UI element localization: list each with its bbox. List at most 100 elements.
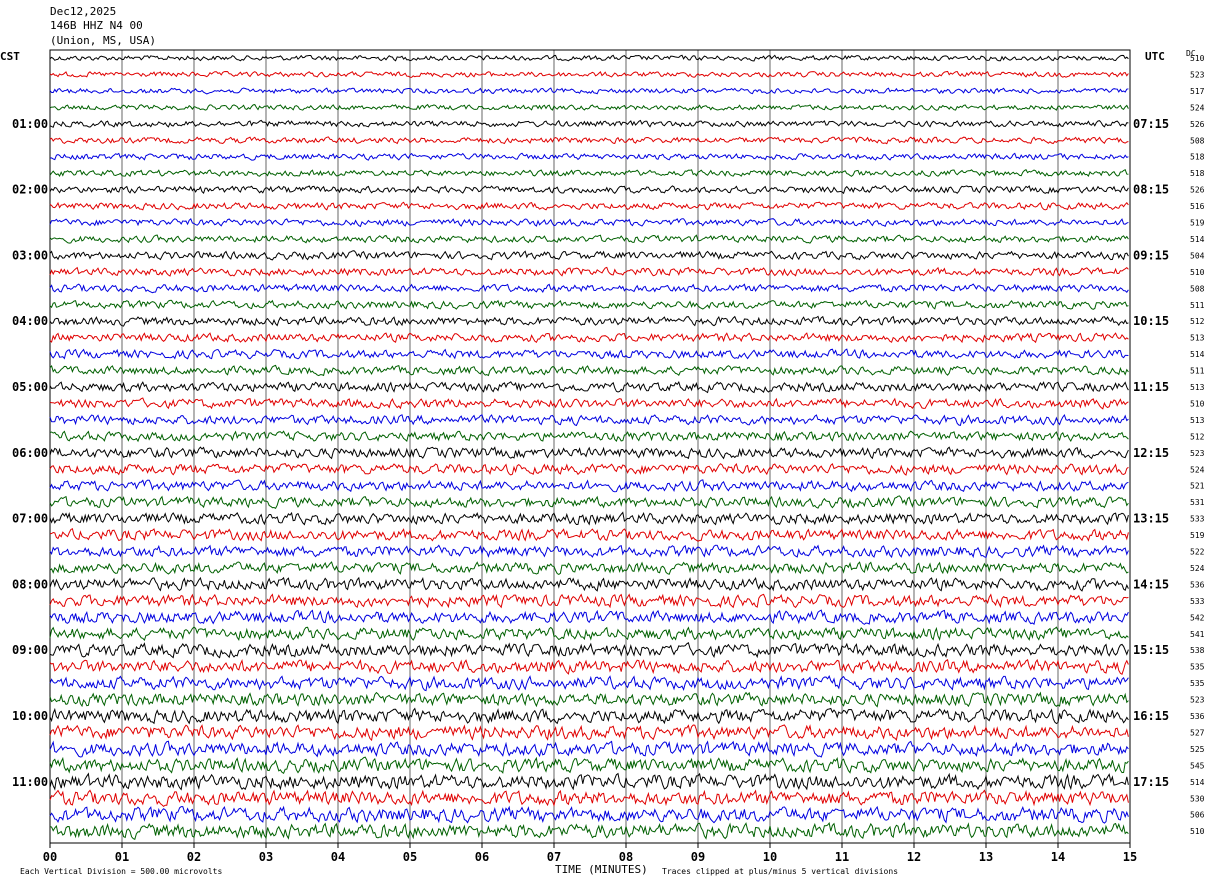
trace-row [49,527,1129,542]
trace-row [49,561,1129,575]
dc-offset-label: 535 [1190,663,1205,672]
cst-hour-label: 08:00 [12,577,48,591]
trace-row [49,756,1129,775]
vertical-division-note: Each Vertical Division = 500.00 microvol… [20,867,223,876]
trace-row [49,119,1129,128]
trace-row [49,609,1129,626]
dc-offset-label: 516 [1190,202,1205,211]
dc-offset-label: 510 [1190,268,1205,277]
utc-hour-label: 08:15 [1133,183,1169,197]
dc-offset-label: 533 [1190,597,1205,606]
cst-hour-label: 01:00 [12,117,48,131]
dc-offset-label: 519 [1190,531,1205,540]
trace-row [49,87,1129,95]
x-tick-label: 09 [691,850,705,864]
dc-offset-label: 510 [1190,54,1205,63]
utc-hour-label: 09:15 [1133,248,1169,262]
right-zone-label: UTC [1145,50,1165,63]
trace-row [49,54,1129,62]
x-tick-label: 01 [115,850,129,864]
trace-row [49,658,1129,676]
cst-hour-label: 06:00 [12,446,48,460]
trace-row [49,364,1129,377]
x-tick-label: 10 [763,850,777,864]
dc-offset-label: 519 [1190,219,1205,228]
dc-offset-label: 541 [1190,630,1205,639]
cst-hour-label: 09:00 [12,643,48,657]
trace-row [49,511,1129,526]
trace-row [49,626,1129,642]
cst-hour-label: 11:00 [12,775,48,789]
utc-hour-label: 14:15 [1133,577,1169,591]
dc-offset-label: 525 [1190,745,1205,754]
dc-offset-label: 508 [1190,284,1205,293]
trace-row [49,103,1129,111]
utc-hour-label: 16:15 [1133,709,1169,723]
trace-row [49,234,1129,244]
utc-hour-label: 07:15 [1133,117,1169,131]
dc-offset-label: 513 [1190,416,1205,425]
trace-row [49,380,1129,394]
x-tick-label: 08 [619,850,633,864]
dc-offset-label: 514 [1190,350,1205,359]
dc-offset-label: 530 [1190,794,1205,803]
dc-offset-label: 513 [1190,383,1205,392]
header-station: 146B HHZ N4 00 [50,19,143,32]
trace-row [49,413,1129,427]
trace-row [49,283,1129,294]
dc-offset-label: 531 [1190,498,1205,507]
dc-offset-label: 536 [1190,580,1205,589]
utc-hour-label: 17:15 [1133,775,1169,789]
cst-hour-label: 07:00 [12,512,48,526]
dc-offset-label: 522 [1190,548,1205,557]
dc-offset-label: 526 [1190,120,1205,129]
dc-offset-label: 514 [1190,778,1205,787]
x-tick-label: 04 [331,850,345,864]
dc-offset-label: 527 [1190,728,1205,737]
utc-hour-label: 10:15 [1133,314,1169,328]
dc-offset-label: 511 [1190,367,1205,376]
dc-offset-label: 506 [1190,811,1205,820]
trace-row [49,772,1129,791]
dc-offset-label: 523 [1190,70,1205,79]
utc-hour-label: 13:15 [1133,512,1169,526]
trace-row [49,789,1129,808]
trace-row [49,446,1129,460]
dc-offset-label: 538 [1190,646,1205,655]
dc-offset-label: 510 [1190,827,1205,836]
dc-offset-label: 524 [1190,564,1205,573]
x-tick-label: 03 [259,850,273,864]
dc-offset-label: 513 [1190,334,1205,343]
trace-row [49,593,1129,609]
trace-row [49,821,1129,840]
trace-row [49,479,1129,493]
x-tick-label: 13 [979,850,993,864]
dc-offset-label: 521 [1190,482,1205,491]
x-tick-label: 00 [43,850,57,864]
cst-hour-label: 05:00 [12,380,48,394]
trace-row [49,740,1129,758]
trace-row [49,462,1129,476]
x-tick-label: 05 [403,850,417,864]
trace-row [49,642,1129,659]
dc-offset-label: 524 [1190,103,1205,112]
cst-hour-label: 04:00 [12,314,48,328]
trace-row [49,169,1129,178]
utc-hour-label: 11:15 [1133,380,1169,394]
dc-offset-label: 508 [1190,136,1205,145]
trace-row [49,315,1129,327]
plot-frame [49,49,1131,844]
trace-row [49,136,1129,145]
header-date: Dec12,2025 [50,5,117,18]
dc-offset-label: 512 [1190,432,1205,441]
dc-offset-label: 526 [1190,186,1205,195]
dc-offset-label: 514 [1190,235,1205,244]
trace-row [49,495,1129,509]
utc-hour-label: 12:15 [1133,446,1169,460]
x-tick-label: 07 [547,850,561,864]
trace-row [49,201,1129,211]
trace-row [49,397,1129,410]
trace-row [49,332,1129,344]
x-tick-label: 12 [907,850,921,864]
trace-row [49,266,1129,277]
